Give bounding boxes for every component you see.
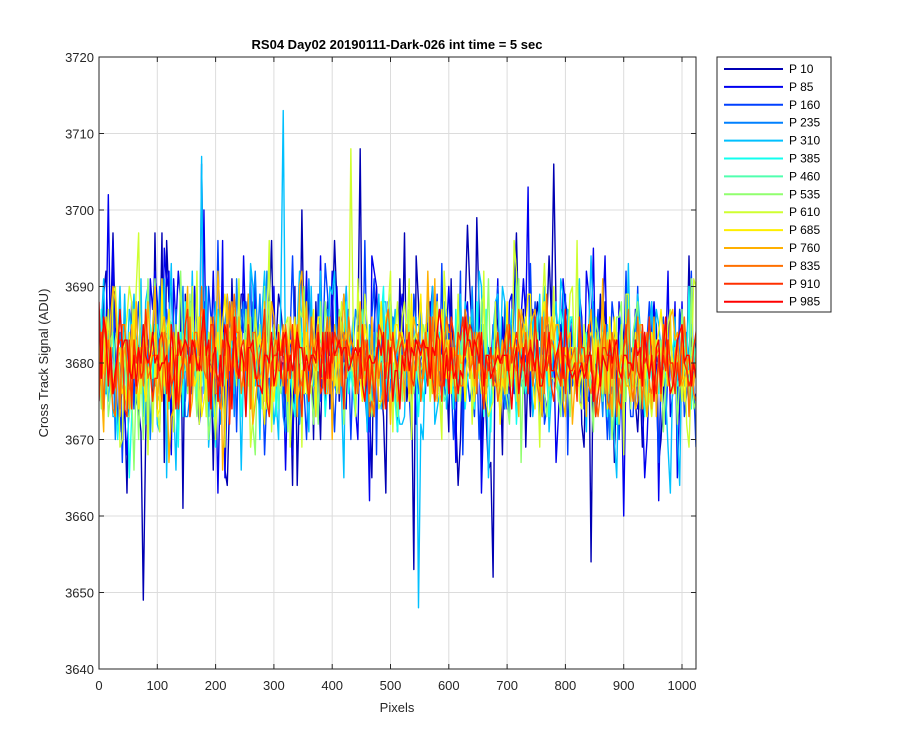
x-axis-label: Pixels xyxy=(380,700,415,715)
x-tick-label: 500 xyxy=(380,678,402,693)
legend-box xyxy=(716,56,832,313)
x-tick-label: 900 xyxy=(613,678,635,693)
x-tick-label: 600 xyxy=(438,678,460,693)
y-tick-label: 3720 xyxy=(65,50,94,65)
y-tick-label: 3680 xyxy=(65,356,94,371)
legend: P 10 P 85 P 160 P 235 P 310 P 385 P 460 P 535 P … xyxy=(716,56,832,313)
legend-label: P 385 xyxy=(789,152,820,166)
series-line-p-985 xyxy=(99,301,696,418)
x-tick-label: 0 xyxy=(95,678,102,693)
legend-label: P 85 xyxy=(789,80,814,94)
legend-label: P 235 xyxy=(789,116,820,130)
x-tick-label: 700 xyxy=(496,678,518,693)
x-tick-label: 800 xyxy=(555,678,577,693)
legend-label: P 610 xyxy=(789,205,820,219)
y-tick-label: 3710 xyxy=(65,127,94,142)
y-axis-label: Cross Track Signal (ADU) xyxy=(36,289,51,438)
y-tick-label: 3660 xyxy=(65,509,94,524)
legend-label: P 985 xyxy=(789,295,820,309)
y-tick-label: 3700 xyxy=(65,203,94,218)
y-tick-label: 3640 xyxy=(65,662,94,677)
x-tick-label: 400 xyxy=(321,678,343,693)
legend-label: P 760 xyxy=(789,241,820,255)
legend-label: P 160 xyxy=(789,98,820,112)
legend-label: P 460 xyxy=(789,169,820,183)
legend-label: P 835 xyxy=(789,259,820,273)
y-tick-label: 3650 xyxy=(65,586,94,601)
legend-label: P 310 xyxy=(789,134,820,148)
series-line-p-835 xyxy=(99,285,696,418)
x-tick-label: 200 xyxy=(205,678,227,693)
x-tick-label: 100 xyxy=(146,678,168,693)
legend-label: P 685 xyxy=(789,223,820,237)
legend-label: P 910 xyxy=(789,277,820,291)
legend-label: P 535 xyxy=(789,187,820,201)
axis-ticks: 0 100 200 300 400 500 600 700 800 900 1000 3640 3650… xyxy=(65,50,696,693)
legend-label: P 10 xyxy=(789,62,814,76)
x-tick-label: 300 xyxy=(263,678,285,693)
y-tick-label: 3670 xyxy=(65,433,94,448)
x-tick-label: 1000 xyxy=(668,678,697,693)
series-lines xyxy=(99,109,696,609)
y-tick-label: 3690 xyxy=(65,280,94,295)
series-line-p-685 xyxy=(99,278,696,425)
chart-title: RS04 Day02 20190111-Dark-026 int time = … xyxy=(252,37,543,52)
